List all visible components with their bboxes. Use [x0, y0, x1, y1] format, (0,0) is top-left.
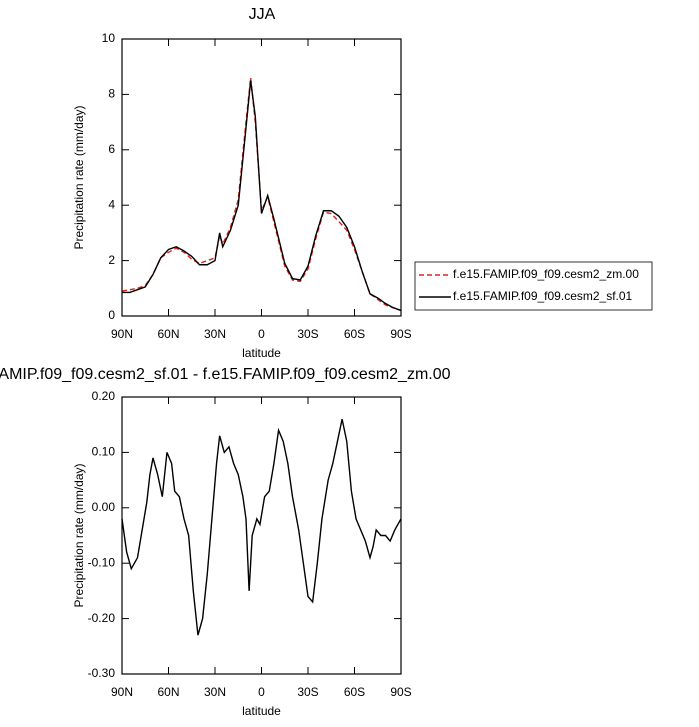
legend-label: f.e15.FAMIP.f09_f09.cesm2_zm.00 [453, 267, 639, 281]
x-tick-label: 60S [344, 685, 365, 699]
data-line [122, 80, 402, 312]
x-tick-label: 30S [297, 685, 318, 699]
x-tick-label: 60S [344, 327, 365, 341]
plot-frame [121, 396, 402, 675]
y-tick-label: -0.10 [88, 555, 116, 569]
data-line [121, 419, 402, 636]
x-tick-label: 90N [111, 685, 133, 699]
x-tick-label: 0 [258, 327, 265, 341]
y-tick-label: 6 [108, 142, 115, 156]
y-axis-label: Precipitation rate (mm/day) [72, 105, 86, 249]
x-tick-label: 90N [111, 327, 133, 341]
y-tick-label: 0 [108, 308, 115, 322]
legend-label: f.e15.FAMIP.f09_f09.cesm2_sf.01 [453, 289, 633, 303]
x-axis-label: latitude [242, 346, 281, 360]
chart-title: JJA [249, 6, 276, 23]
y-tick-label: 0.10 [92, 445, 116, 459]
chart-title: f.e15.FAMIP.f09_f09.cesm2_sf.01 - f.e15.… [0, 366, 451, 383]
legend-box [414, 261, 653, 311]
y-tick-label: 0.20 [92, 389, 116, 403]
x-tick-label: 90S [390, 327, 411, 341]
y-tick-label: -0.30 [88, 666, 116, 680]
y-tick-label: 10 [102, 31, 116, 45]
x-tick-label: 90S [390, 685, 411, 699]
y-tick-label: 2 [108, 253, 115, 267]
x-tick-label: 60N [157, 685, 179, 699]
data-line [121, 77, 402, 312]
x-tick-label: 30N [204, 685, 226, 699]
y-tick-label: 0.00 [92, 500, 116, 514]
x-tick-label: 60N [157, 327, 179, 341]
x-tick-label: 30S [297, 327, 318, 341]
plot-frame [121, 38, 402, 317]
y-tick-label: 4 [108, 197, 115, 211]
x-tick-label: 0 [258, 685, 265, 699]
y-tick-label: 8 [108, 87, 115, 101]
x-tick-label: 30N [204, 327, 226, 341]
y-tick-label: -0.20 [88, 611, 116, 625]
y-axis-label: Precipitation rate (mm/day) [72, 463, 86, 607]
x-axis-label: latitude [242, 704, 281, 718]
